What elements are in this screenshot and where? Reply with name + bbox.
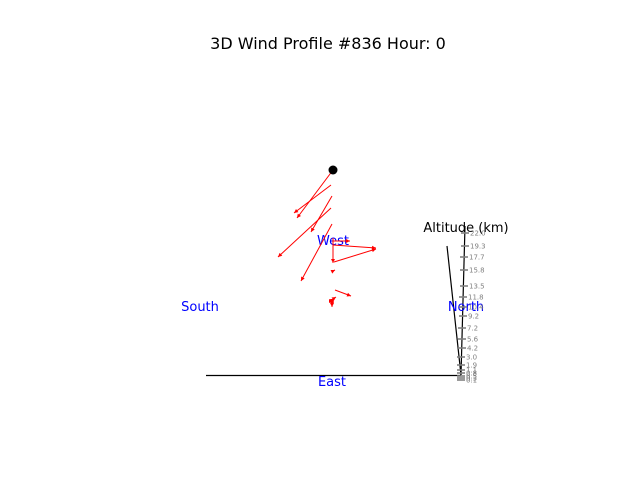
altitude-tick-label: 3.0: [466, 354, 477, 362]
wind-vector-head: [301, 276, 305, 281]
altitude-tick-label: 1.1: [466, 367, 477, 375]
altitude-tick-label: 0.3: [466, 375, 477, 383]
wind-vector-shaft: [277, 207, 332, 258]
altitude-tick-label: 0.5: [466, 373, 477, 381]
wind-vector-shaft: [300, 223, 333, 282]
compass-label-east: East: [318, 375, 346, 390]
wind-vector-head: [346, 292, 351, 297]
altitude-tick-label: 4.2: [467, 345, 478, 353]
altitude-tick-label: 7.2: [467, 325, 478, 333]
wind-vector-head: [371, 248, 376, 253]
wind-vector: [331, 238, 335, 263]
wind-vector-head: [330, 303, 334, 307]
altitude-tick-label: 9.2: [468, 313, 479, 321]
altitude-ticks: 22.0 19.3 17.7 15.8 13.5 11.8 10.49.2 7.2 5.64.2…: [457, 230, 486, 385]
wind-vector: [296, 169, 334, 219]
altitude-axis-label: Altitude (km): [423, 221, 508, 236]
wind-vector-shaft: [293, 184, 332, 214]
wind-vector-head: [331, 259, 335, 263]
altitude-tick-label: 15.8: [469, 267, 485, 275]
altitude-tick-label: 5.6: [467, 336, 479, 344]
chart-title: 3D Wind Profile #836 Hour: 0: [210, 34, 446, 53]
wind-vector-head: [330, 270, 335, 274]
wind-vector: [330, 303, 334, 307]
altitude-tick-label: 13.5: [469, 283, 485, 291]
wind-vector-shaft: [310, 195, 333, 233]
altitude-axis-line: [460, 225, 466, 376]
altitude-tick-label: 11.8: [468, 294, 484, 302]
wind-vector: [333, 239, 350, 243]
altitude-tick-label: 1.9: [466, 362, 477, 370]
wind-vector: [310, 195, 333, 233]
altitude-tick-label: 22.0: [470, 230, 486, 238]
wind-vector: [293, 184, 332, 214]
altitude-tick-label: 0.8: [466, 370, 477, 378]
wind-vector: [333, 248, 377, 263]
wind-vector: [330, 269, 336, 274]
altitude-tick-label: 17.7: [469, 254, 485, 262]
wind-vector: [334, 289, 352, 297]
wind-vector-head: [294, 208, 299, 213]
wind-vector-head: [278, 252, 283, 257]
wind-vector: [277, 207, 332, 258]
wind-vector-head: [331, 297, 336, 301]
wind-vector-shaft: [332, 244, 377, 249]
wind-vector-shaft: [333, 248, 377, 263]
altitude-tick-label: 19.3: [470, 243, 486, 251]
profile-top-marker: [328, 165, 338, 175]
wind-vector: [300, 223, 333, 282]
north-ground-axis: [446, 245, 462, 376]
wind-vector-head: [297, 213, 301, 218]
altitude-tick-label: 0.1: [466, 377, 477, 385]
altitude-tick-label: 10.4: [468, 304, 484, 312]
wind-vector: [331, 296, 337, 301]
wind-vectors: [277, 169, 377, 307]
wind-vector-head: [311, 227, 315, 232]
compass-label-south: South: [181, 300, 219, 315]
wind-vector-head: [346, 239, 350, 243]
wind-vector-shaft: [296, 169, 334, 219]
